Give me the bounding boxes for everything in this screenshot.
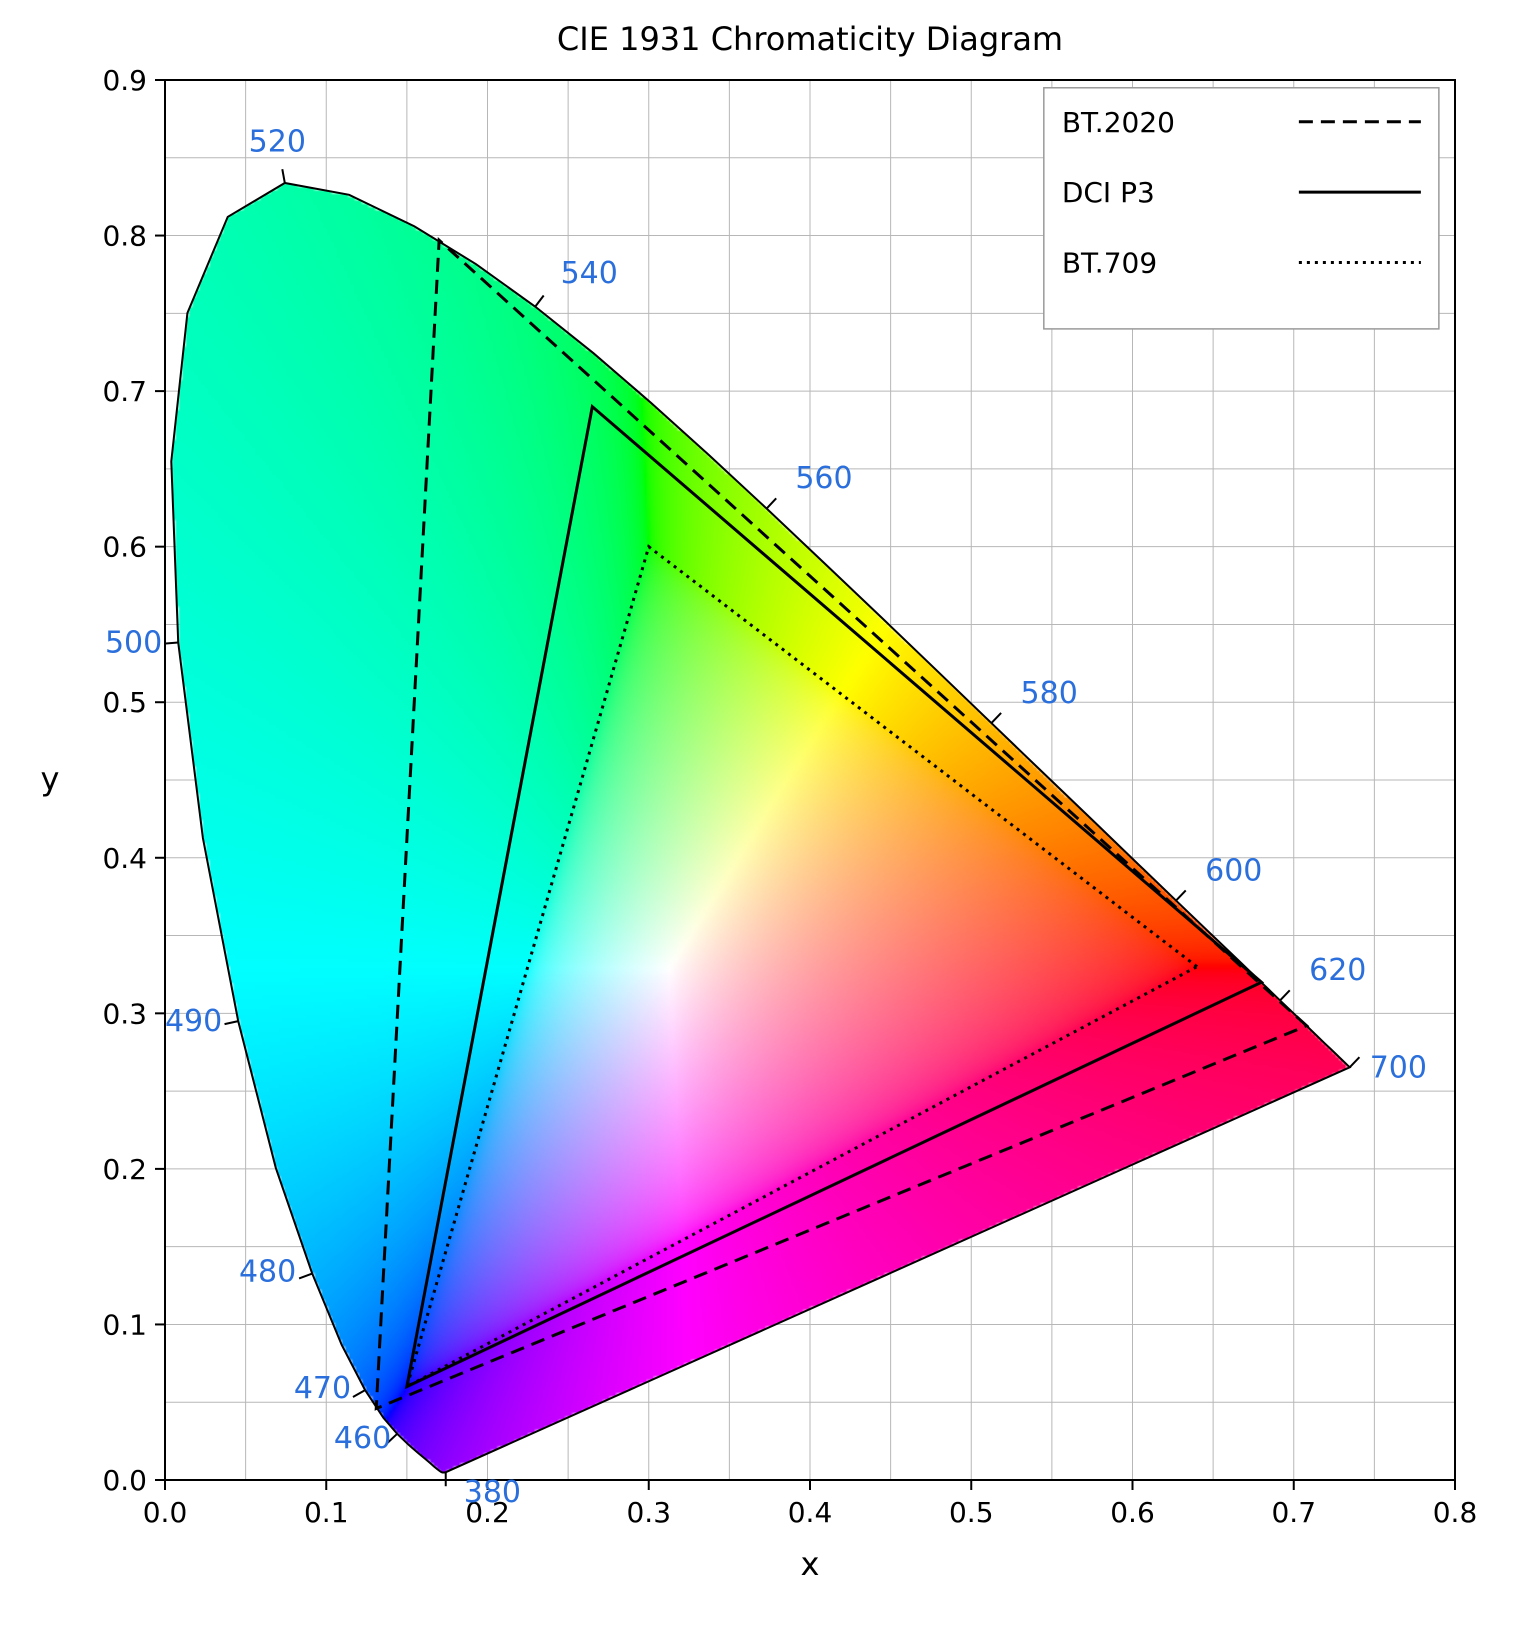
chart-title: CIE 1931 Chromaticity Diagram [557, 20, 1063, 58]
wavelength-label: 520 [249, 125, 306, 160]
wavelength-label: 470 [294, 1371, 351, 1406]
wavelength-label: 500 [105, 625, 162, 660]
legend: BT.2020 DCI P3 BT.709 [1044, 88, 1439, 329]
xtick-label: 0.6 [1110, 1496, 1155, 1529]
ytick-label: 0.9 [102, 64, 147, 97]
wavelength-label: 540 [561, 256, 618, 291]
ytick-label: 0.8 [102, 220, 147, 253]
ylabel: y [41, 760, 60, 798]
plot-area: 0.00.10.20.30.40.50.60.70.80.00.10.20.30… [41, 64, 1478, 1583]
ytick-label: 0.2 [102, 1153, 147, 1186]
legend-label: BT.709 [1062, 247, 1157, 280]
xtick-label: 0.4 [788, 1496, 833, 1529]
wavelength-label: 620 [1309, 953, 1366, 988]
xlabel: x [801, 1545, 820, 1583]
ytick-label: 0.7 [102, 375, 147, 408]
chromaticity-svg: CIE 1931 Chromaticity Diagram 0.0 0.1 0.2 0.… [0, 0, 1520, 1634]
wavelength-label: 380 [464, 1475, 521, 1510]
ytick-label: 0.1 [102, 1308, 147, 1341]
ytick-label: 0.0 [102, 1464, 147, 1497]
xtick-label: 0.3 [626, 1496, 671, 1529]
wavelength-label: 490 [165, 1004, 222, 1039]
ytick-label: 0.6 [102, 531, 147, 564]
legend-label: DCI P3 [1062, 176, 1155, 209]
ytick-label: 0.3 [102, 997, 147, 1030]
wavelength-label: 580 [1021, 676, 1078, 711]
chart-container: CIE 1931 Chromaticity Diagram 0.0 0.1 0.2 0.… [0, 0, 1520, 1634]
wavelength-label: 560 [795, 461, 852, 496]
xtick-label: 0.7 [1271, 1496, 1316, 1529]
wavelength-label: 460 [334, 1421, 391, 1456]
wavelength-label: 600 [1205, 853, 1262, 888]
legend-label: BT.2020 [1062, 106, 1175, 139]
wavelength-label: 700 [1370, 1050, 1427, 1085]
xtick-label: 0.1 [304, 1496, 349, 1529]
ytick-label: 0.4 [102, 842, 147, 875]
xtick-label: 0.5 [949, 1496, 994, 1529]
xtick-label: 0.8 [1433, 1496, 1478, 1529]
xtick-label: 0.0 [143, 1496, 188, 1529]
wavelength-label: 480 [239, 1255, 296, 1290]
ytick-label: 0.5 [102, 686, 147, 719]
